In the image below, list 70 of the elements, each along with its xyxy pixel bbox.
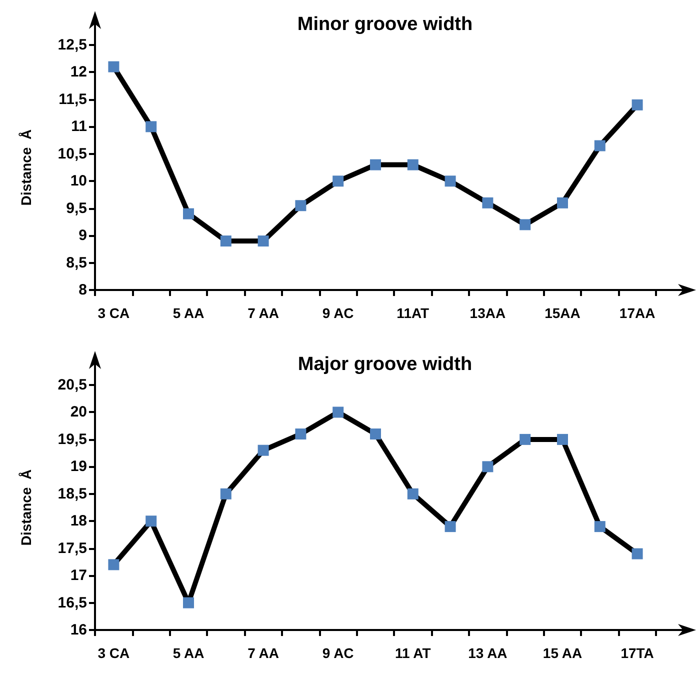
x-tick-label: 7 AA [248,645,279,661]
y-tick-label: 12 [70,64,87,81]
x-tick-label: 17AA [619,305,656,321]
point [520,219,531,230]
y-axis-title: Distance Å [18,129,34,206]
y-tick-label: 19 [70,458,87,476]
point [146,516,157,527]
x-tick-label: 17TA [620,645,654,661]
point [482,197,494,208]
point [258,444,269,456]
x-tick-label: 13AA [470,305,506,321]
y-tick-label: 9 [78,227,87,244]
x-tick-label: 11AT [396,305,430,321]
x-tick-label: 11 AT [395,645,432,661]
y-tick-label: 12,5 [58,36,87,54]
x-tick-label: 7 AA [248,305,279,321]
point [146,121,157,132]
point [183,597,194,608]
y-tick-label: 10 [70,172,87,190]
y-tick-label: 11,5 [58,90,87,108]
point [258,236,269,246]
point [557,434,568,445]
x-tick-label: 15 AA [542,645,582,661]
point [295,200,306,212]
point [370,428,381,440]
point [220,236,232,246]
point [332,406,344,418]
point [220,488,232,500]
y-tick-label: 18,5 [58,485,87,502]
y-tick-label: 20,5 [58,376,87,394]
point [332,176,344,187]
y-tick-label: 16,5 [58,594,87,612]
x-tick-label: 3 CA [98,645,130,661]
y-tick-label: 17 [70,567,87,584]
x-tick-label: 5 AA [172,305,204,321]
y-tick-label: 17,5 [58,540,87,557]
point [632,548,643,560]
y-tick-label: 20 [70,404,87,421]
point [482,461,494,472]
point [632,99,643,110]
point [370,159,381,170]
point [295,428,306,440]
point [407,488,418,500]
point [444,176,456,187]
point [520,434,531,445]
y-tick-label: 9,5 [66,200,87,217]
point [108,61,120,72]
point [594,140,606,152]
x-tick-label: 5 AA [172,645,204,661]
y-tick-label: 11 [71,118,87,136]
point [594,521,606,532]
x-tick-label: 13 AA [468,645,508,661]
x-tick-label: 15AA [544,305,580,321]
chart-title: Minor groove width [297,14,473,35]
y-tick-label: 10,5 [58,145,87,162]
point [557,197,568,208]
y-tick-label: 8 [78,282,87,298]
point [183,208,194,220]
chart-title: Major groove width [298,354,472,375]
x-tick-label: 9 AC [322,645,354,661]
y-tick-label: 19,5 [58,430,87,448]
y-tick-label: 18 [70,512,87,530]
y-axis-title: Distance Å [18,469,34,546]
y-tick-label: 16 [70,622,87,638]
point [108,559,120,570]
point [444,521,456,532]
x-tick-label: 3 CA [98,305,130,321]
y-tick-label: 8,5 [66,254,87,272]
x-tick-label: 9 AC [322,305,354,321]
point [407,159,418,170]
